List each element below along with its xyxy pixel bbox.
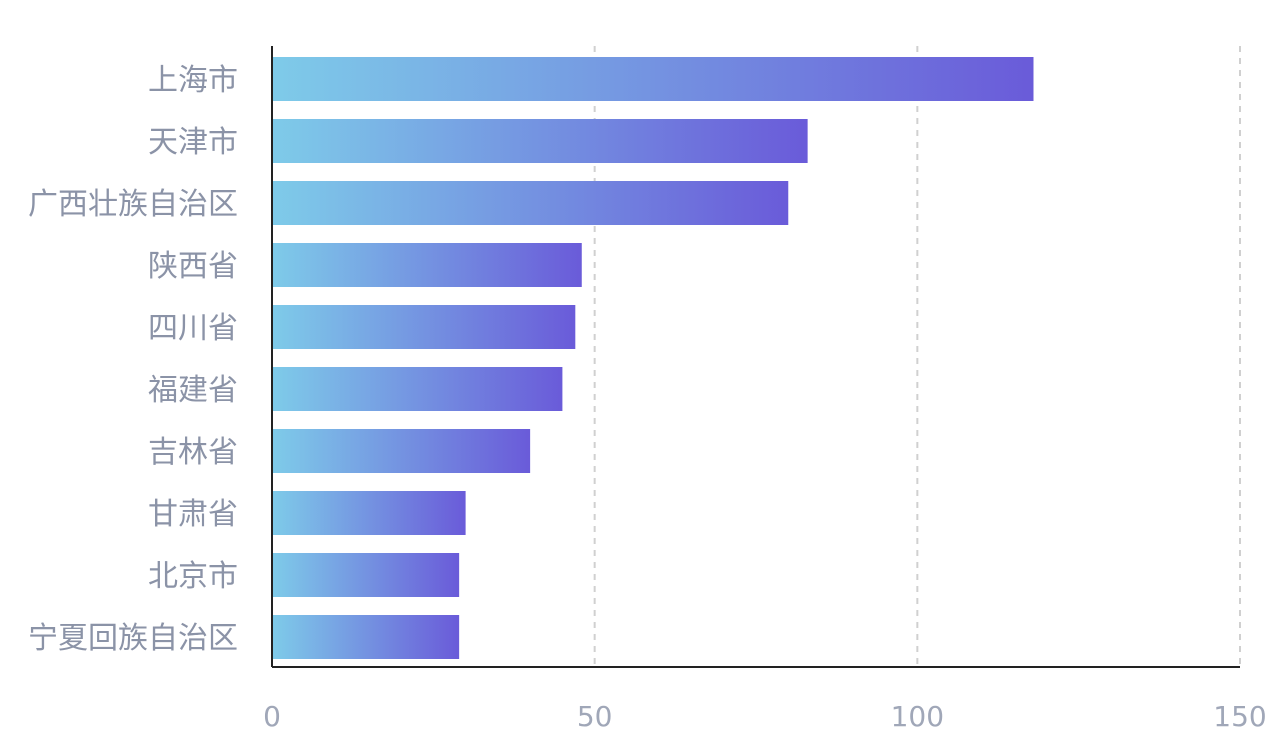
category-label: 福建省 xyxy=(148,373,238,408)
category-label: 上海市 xyxy=(148,63,238,98)
category-label: 广西壮族自治区 xyxy=(28,187,238,222)
bar xyxy=(272,615,460,659)
bar xyxy=(272,181,789,225)
bars xyxy=(272,57,1034,659)
category-label: 四川省 xyxy=(148,311,238,346)
bar xyxy=(272,553,460,597)
category-label: 天津市 xyxy=(148,125,238,160)
grid-lines xyxy=(593,46,1241,667)
axes xyxy=(271,46,1240,668)
bar xyxy=(272,305,576,349)
bar xyxy=(272,243,582,287)
bar xyxy=(272,429,531,473)
x-tick-label: 0 xyxy=(263,700,281,733)
x-tick-label: 50 xyxy=(577,700,613,733)
category-label: 吉林省 xyxy=(148,435,238,470)
bar xyxy=(272,491,466,535)
category-label: 甘肃省 xyxy=(148,497,238,532)
bar xyxy=(272,119,808,163)
bar xyxy=(272,367,563,411)
category-label: 宁夏回族自治区 xyxy=(28,621,238,656)
x-tick-label: 100 xyxy=(891,700,944,733)
category-label: 北京市 xyxy=(148,559,238,594)
category-label: 陕西省 xyxy=(148,249,238,284)
bar xyxy=(272,57,1034,101)
x-tick-label: 150 xyxy=(1213,700,1266,733)
x-tick-labels: 0 50 100 150 xyxy=(263,700,1267,733)
